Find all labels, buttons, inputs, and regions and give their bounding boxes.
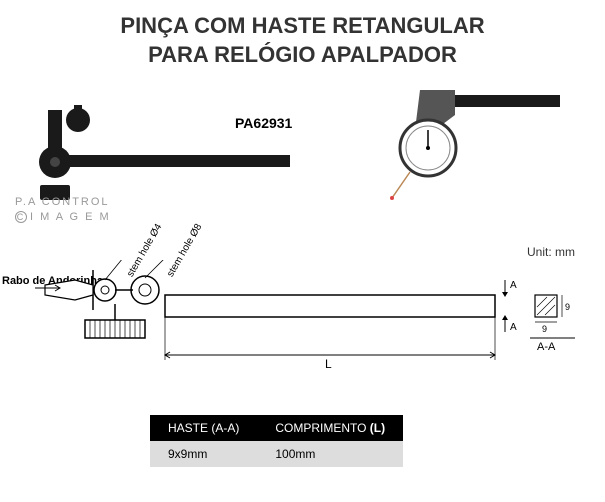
title-line2: PARA RELÓGIO APALPADOR bbox=[0, 41, 605, 70]
section-a-bottom: A bbox=[510, 322, 517, 333]
unit-label: Unit: mm bbox=[527, 245, 575, 259]
part-number: PA62931 bbox=[235, 115, 292, 131]
section-height: 9 bbox=[565, 302, 570, 312]
indicator-photo bbox=[380, 80, 560, 210]
length-L: L bbox=[325, 357, 332, 371]
table-cell-haste: 9x9mm bbox=[150, 441, 257, 467]
section-label: A-A bbox=[537, 341, 556, 353]
table-header-haste: HASTE (A-A) bbox=[150, 415, 257, 441]
table-cell-comprimento: 100mm bbox=[257, 441, 403, 467]
watermark-line2: CI M A G E M bbox=[15, 210, 111, 225]
spec-table: HASTE (A-A) COMPRIMENTO (L) 9x9mm 100mm bbox=[150, 415, 403, 467]
watermark-line1: P.A CONTROL bbox=[15, 195, 111, 210]
watermark: P.A CONTROL CI M A G E M bbox=[15, 195, 111, 226]
table-header-comprimento: COMPRIMENTO (L) bbox=[257, 415, 403, 441]
section-width: 9 bbox=[542, 324, 547, 334]
title-line1: PINÇA COM HASTE RETANGULAR bbox=[0, 12, 605, 41]
section-a-top: A bbox=[510, 280, 517, 291]
technical-diagram: A A L 9 9 A-A bbox=[15, 260, 590, 390]
page-title: PINÇA COM HASTE RETANGULAR PARA RELÓGIO … bbox=[0, 0, 605, 69]
